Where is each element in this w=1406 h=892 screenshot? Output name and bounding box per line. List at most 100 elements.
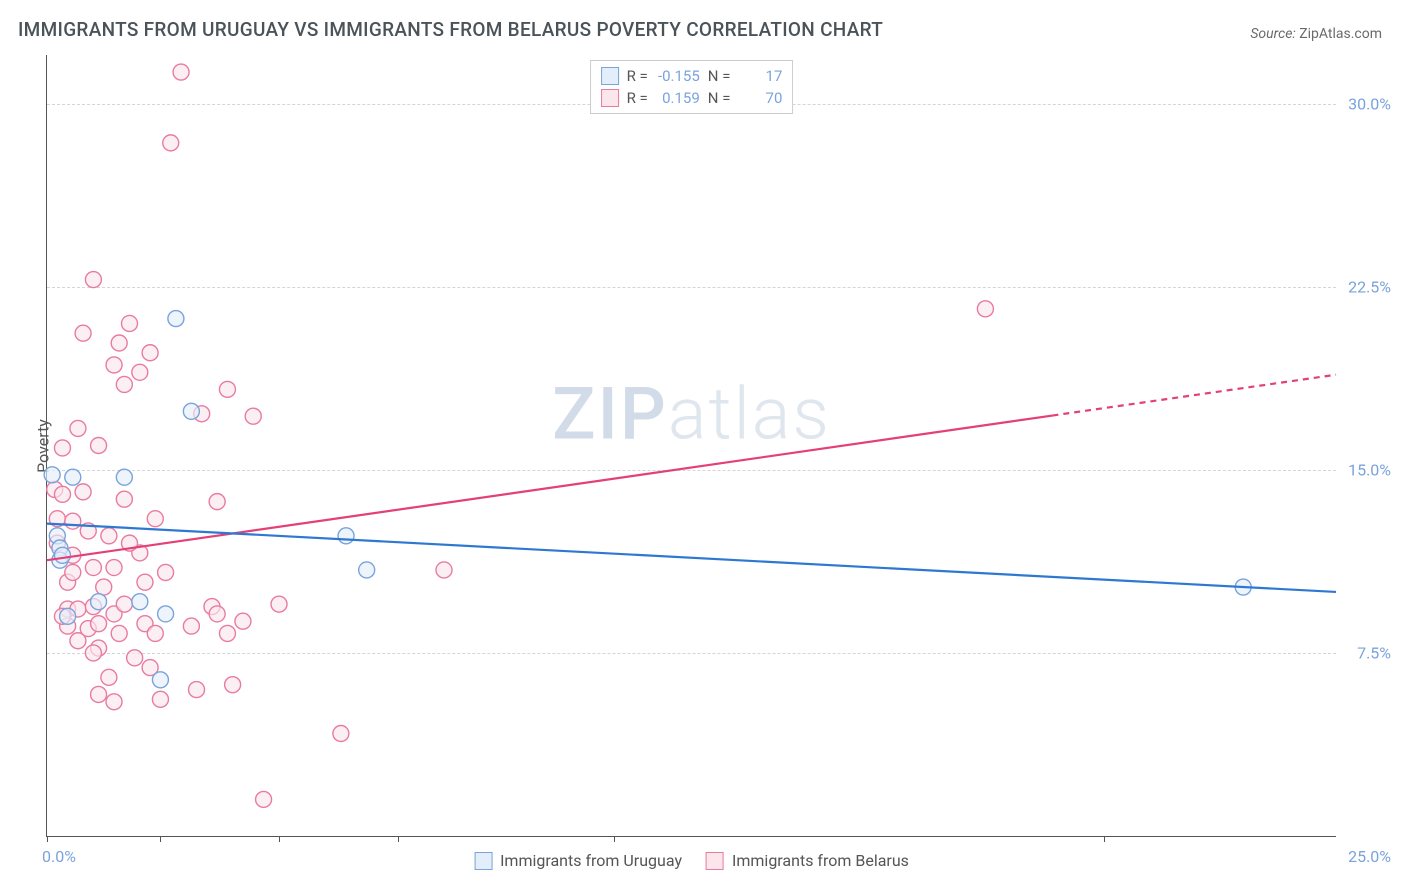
r-label: R = xyxy=(627,87,648,109)
scatter-point-belarus xyxy=(106,560,122,576)
scatter-point-uruguay xyxy=(152,672,168,688)
scatter-point-belarus xyxy=(127,650,143,666)
plot-area: 7.5%15.0%22.5%30.0% ZIPatlas R = -0.155 … xyxy=(46,55,1336,837)
series-legend: Immigrants from Uruguay Immigrants from … xyxy=(474,851,909,870)
scatter-point-belarus xyxy=(116,596,132,612)
scatter-point-belarus xyxy=(85,560,101,576)
scatter-point-belarus xyxy=(54,486,70,502)
scatter-point-belarus xyxy=(101,528,117,544)
scatter-point-belarus xyxy=(142,345,158,361)
scatter-point-belarus xyxy=(116,491,132,507)
scatter-point-belarus xyxy=(183,618,199,634)
legend-item-uruguay: Immigrants from Uruguay xyxy=(474,851,682,870)
scatter-point-belarus xyxy=(163,135,179,151)
x-tick xyxy=(1104,836,1105,842)
scatter-point-uruguay xyxy=(338,528,354,544)
scatter-point-belarus xyxy=(96,579,112,595)
n-value-belarus: 70 xyxy=(738,87,782,109)
scatter-point-belarus xyxy=(209,494,225,510)
legend-label-belarus: Immigrants from Belarus xyxy=(732,851,909,870)
scatter-point-belarus xyxy=(65,564,81,580)
scatter-point-belarus xyxy=(219,625,235,641)
y-tick-label: 15.0% xyxy=(1348,460,1391,479)
scatter-point-belarus xyxy=(152,691,168,707)
scatter-point-belarus xyxy=(235,613,251,629)
x-tick xyxy=(279,836,280,842)
scatter-point-belarus xyxy=(271,596,287,612)
regression-line-belarus xyxy=(47,416,1052,561)
x-tick xyxy=(398,836,399,842)
scatter-point-uruguay xyxy=(54,547,70,563)
regression-line-uruguay xyxy=(47,524,1336,592)
scatter-point-belarus xyxy=(75,484,91,500)
x-axis-max-label: 25.0% xyxy=(1348,847,1391,866)
scatter-point-uruguay xyxy=(65,469,81,485)
y-tick-label: 22.5% xyxy=(1348,277,1391,296)
scatter-point-belarus xyxy=(65,513,81,529)
scatter-point-belarus xyxy=(436,562,452,578)
scatter-point-belarus xyxy=(121,315,137,331)
scatter-point-belarus xyxy=(106,694,122,710)
swatch-uruguay xyxy=(474,852,492,870)
scatter-point-belarus xyxy=(245,408,261,424)
scatter-point-belarus xyxy=(85,645,101,661)
scatter-point-belarus xyxy=(54,440,70,456)
scatter-point-belarus xyxy=(111,625,127,641)
scatter-point-belarus xyxy=(101,669,117,685)
scatter-point-uruguay xyxy=(158,606,174,622)
correlation-legend: R = -0.155 N = 17 R = 0.159 N = 70 xyxy=(590,60,794,114)
scatter-point-belarus xyxy=(256,791,272,807)
x-tick xyxy=(614,836,615,842)
scatter-point-belarus xyxy=(147,511,163,527)
scatter-point-belarus xyxy=(85,272,101,288)
source-attribution: Source: ZipAtlas.com xyxy=(1250,26,1382,42)
n-label: N = xyxy=(708,87,731,109)
scatter-point-belarus xyxy=(158,564,174,580)
regression-line-dashed-belarus xyxy=(1052,375,1336,416)
source-value: ZipAtlas.com xyxy=(1299,26,1382,42)
swatch-belarus xyxy=(706,852,724,870)
scatter-point-uruguay xyxy=(91,594,107,610)
scatter-point-belarus xyxy=(91,438,107,454)
x-tick xyxy=(47,836,48,842)
n-label: N = xyxy=(708,65,731,87)
legend-item-belarus: Immigrants from Belarus xyxy=(706,851,909,870)
scatter-point-belarus xyxy=(132,364,148,380)
scatter-point-belarus xyxy=(147,625,163,641)
scatter-point-uruguay xyxy=(132,594,148,610)
scatter-point-belarus xyxy=(75,325,91,341)
y-tick-label: 30.0% xyxy=(1348,94,1391,113)
legend-row-belarus: R = 0.159 N = 70 xyxy=(601,87,783,109)
x-axis-min-label: 0.0% xyxy=(42,847,76,866)
scatter-point-belarus xyxy=(209,606,225,622)
scatter-point-belarus xyxy=(219,381,235,397)
scatter-point-uruguay xyxy=(44,467,60,483)
legend-label-uruguay: Immigrants from Uruguay xyxy=(500,851,682,870)
scatter-point-belarus xyxy=(70,420,86,436)
scatter-point-belarus xyxy=(173,64,189,80)
scatter-point-belarus xyxy=(111,335,127,351)
scatter-point-uruguay xyxy=(116,469,132,485)
scatter-point-uruguay xyxy=(168,311,184,327)
swatch-uruguay xyxy=(601,67,619,85)
r-label: R = xyxy=(627,65,648,87)
scatter-point-belarus xyxy=(137,574,153,590)
scatter-svg xyxy=(47,55,1336,836)
swatch-belarus xyxy=(601,89,619,107)
scatter-point-belarus xyxy=(106,357,122,373)
scatter-point-belarus xyxy=(116,376,132,392)
scatter-point-belarus xyxy=(333,725,349,741)
n-value-uruguay: 17 xyxy=(738,65,782,87)
scatter-point-belarus xyxy=(977,301,993,317)
scatter-point-belarus xyxy=(91,686,107,702)
source-label: Source: xyxy=(1250,26,1299,42)
scatter-point-uruguay xyxy=(183,403,199,419)
scatter-point-uruguay xyxy=(359,562,375,578)
scatter-point-belarus xyxy=(91,616,107,632)
chart-title: IMMIGRANTS FROM URUGUAY VS IMMIGRANTS FR… xyxy=(18,18,883,41)
scatter-point-belarus xyxy=(225,677,241,693)
r-value-uruguay: -0.155 xyxy=(656,65,700,87)
y-tick-label: 7.5% xyxy=(1357,643,1391,662)
scatter-point-belarus xyxy=(189,682,205,698)
legend-row-uruguay: R = -0.155 N = 17 xyxy=(601,65,783,87)
